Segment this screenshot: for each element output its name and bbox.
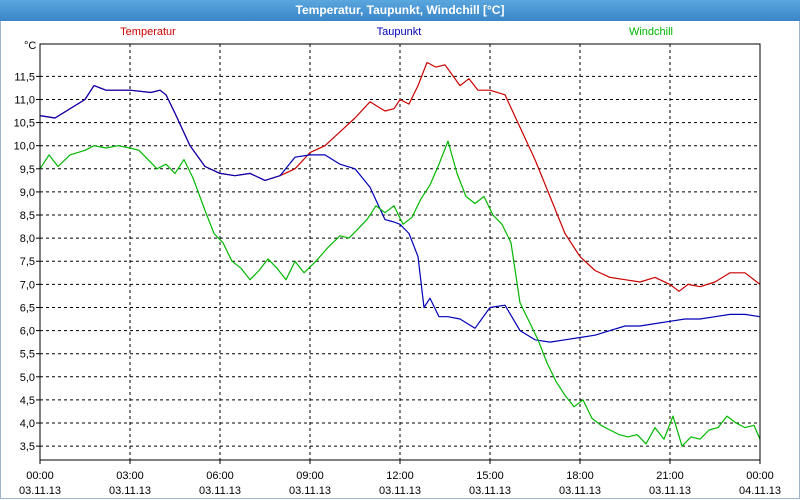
x-tick-time: 00:00 bbox=[746, 470, 774, 482]
y-tick-label: 7,0 bbox=[20, 279, 35, 291]
x-tick-date: 03.11.13 bbox=[19, 485, 61, 497]
y-tick-label: 8,0 bbox=[20, 233, 35, 245]
y-tick-label: 4,5 bbox=[20, 395, 35, 407]
x-tick-date: 03.11.13 bbox=[649, 485, 691, 497]
x-tick-time: 12:00 bbox=[386, 470, 414, 482]
y-tick-label: 9,0 bbox=[20, 187, 35, 199]
y-tick-label: 6,5 bbox=[20, 302, 35, 314]
y-unit-label: °C bbox=[24, 40, 36, 52]
x-tick-date: 03.11.13 bbox=[289, 485, 331, 497]
series-line-taupunkt bbox=[39, 84, 761, 343]
y-tick-label: 9,5 bbox=[20, 164, 35, 176]
y-tick-label: 5,0 bbox=[20, 372, 35, 384]
y-tick-label: 11,5 bbox=[14, 71, 35, 83]
y-tick-label: 11,0 bbox=[14, 94, 35, 106]
y-tick-label: 7,5 bbox=[20, 256, 35, 268]
y-tick-label: 3,5 bbox=[20, 441, 35, 453]
legend-windchill: Windchill bbox=[629, 26, 673, 38]
x-tick-time: 18:00 bbox=[566, 470, 594, 482]
legend-temperatur: Temperatur bbox=[120, 26, 176, 38]
y-tick-label: 10,0 bbox=[14, 141, 35, 153]
legend-taupunkt: Taupunkt bbox=[377, 26, 422, 38]
x-tick-date: 03.11.13 bbox=[199, 485, 241, 497]
x-tick-labels: 00:00 03.11.13 03:00 03.11.13 06:00 03.11.13 0… bbox=[19, 470, 781, 497]
x-tick-date: 03.11.13 bbox=[109, 485, 151, 497]
x-tick-time: 15:00 bbox=[476, 470, 504, 482]
series-lines bbox=[39, 61, 761, 447]
x-tick-time: 00:00 bbox=[26, 470, 54, 482]
grid-lines bbox=[36, 44, 761, 464]
x-tick-time: 06:00 bbox=[206, 470, 234, 482]
y-tick-label: 4,0 bbox=[20, 418, 35, 430]
x-tick-time: 21:00 bbox=[656, 470, 684, 482]
y-tick-label: 5,5 bbox=[20, 349, 35, 361]
x-tick-date: 03.11.13 bbox=[379, 485, 421, 497]
x-tick-time: 09:00 bbox=[296, 470, 324, 482]
x-tick-date: 03.11.13 bbox=[469, 485, 511, 497]
y-tick-labels: 11,5 11,0 10,5 10,0 9,5 9,0 8,5 8,0 7,5 7,0 6,5 6,0… bbox=[14, 71, 35, 453]
y-tick-label: 6,0 bbox=[20, 326, 35, 338]
y-tick-label: 10,5 bbox=[14, 118, 35, 130]
series-line-windchill bbox=[39, 140, 761, 447]
plot-border bbox=[39, 43, 761, 461]
x-tick-date: 03.11.13 bbox=[559, 485, 601, 497]
y-tick-label: 8,5 bbox=[20, 210, 35, 222]
x-tick-date: 04.11.13 bbox=[739, 485, 781, 497]
x-tick-time: 03:00 bbox=[116, 470, 144, 482]
window-title: Temperatur, Taupunkt, Windchill [°C] bbox=[0, 0, 800, 21]
